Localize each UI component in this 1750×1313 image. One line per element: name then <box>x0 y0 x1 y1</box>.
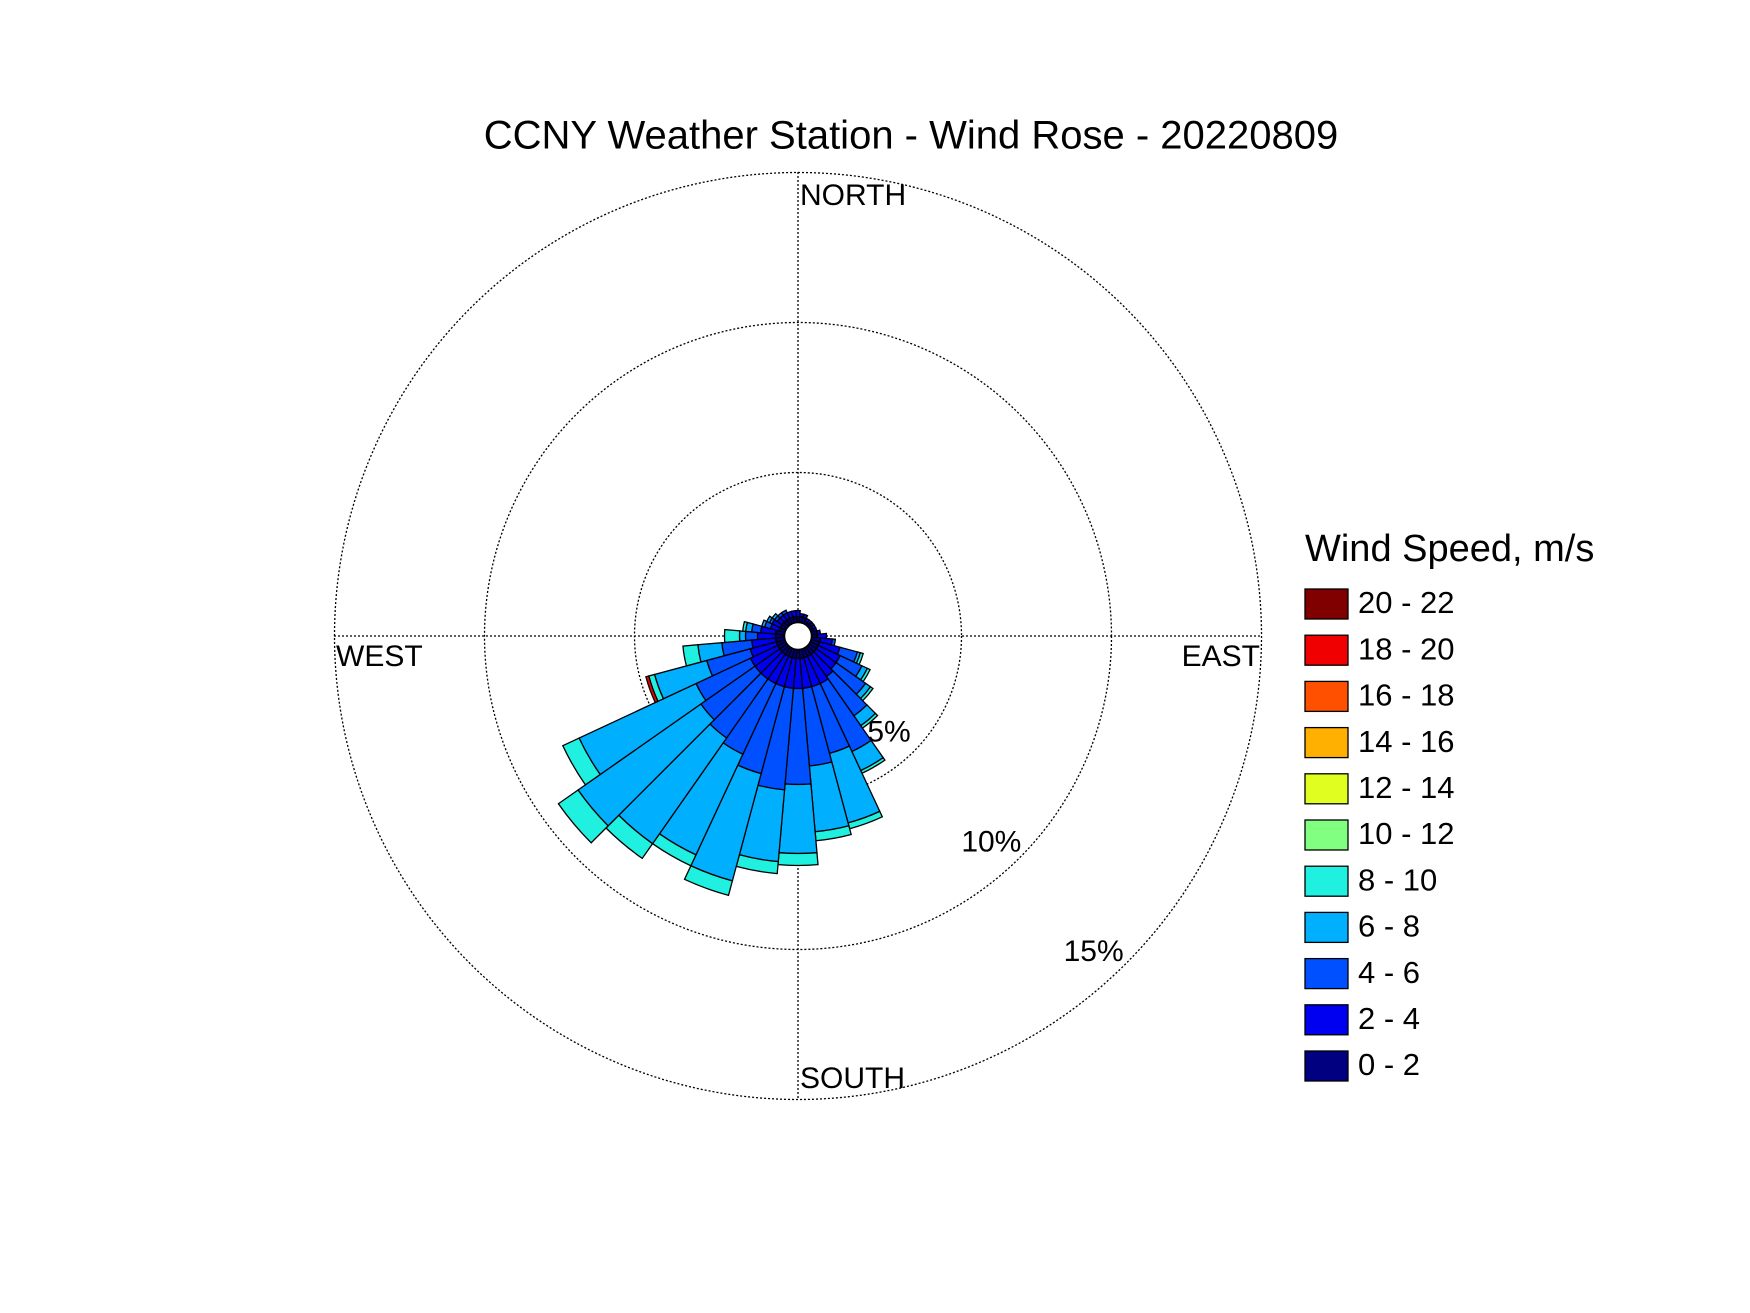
legend-swatch <box>1304 1050 1349 1082</box>
r-tick-label: 15% <box>1064 935 1124 968</box>
legend-label: 2 - 4 <box>1358 1001 1420 1036</box>
wind-segment <box>760 619 768 628</box>
legend-label: 16 - 18 <box>1358 678 1455 713</box>
legend-label: 0 - 2 <box>1358 1047 1420 1082</box>
legend-swatch <box>1304 819 1349 851</box>
legend-label: 6 - 8 <box>1358 909 1420 944</box>
wind-segment <box>742 620 749 633</box>
wind-segment <box>771 612 779 621</box>
legend-label: 10 - 12 <box>1358 816 1455 851</box>
wind-segment <box>682 644 702 667</box>
legend-swatch <box>1304 680 1349 713</box>
legend-label: 8 - 10 <box>1358 862 1437 897</box>
legend-swatch <box>1304 957 1349 990</box>
center-hole <box>783 621 813 651</box>
r-tick-label: 5% <box>867 716 910 749</box>
legend-swatch <box>1304 911 1349 944</box>
wind-segment <box>802 613 809 620</box>
wind-segment <box>683 864 734 897</box>
compass-label: WEST <box>336 640 423 673</box>
legend-label: 18 - 20 <box>1358 631 1455 666</box>
wind-segment <box>777 851 819 867</box>
wind-segment <box>645 675 659 704</box>
legend-label: 12 - 14 <box>1358 770 1455 805</box>
wind-segment <box>723 628 741 644</box>
chart-title: CCNY Weather Station - Wind Rose - 20220… <box>484 114 1339 158</box>
legend-swatch <box>1304 1004 1349 1036</box>
wind-segment <box>561 737 602 786</box>
legend-swatch <box>1304 865 1349 897</box>
legend-label: 4 - 6 <box>1358 955 1420 990</box>
wind-segment <box>738 630 747 642</box>
r-tick-label: 10% <box>961 825 1021 858</box>
legend-swatch <box>1304 773 1349 805</box>
compass-label: EAST <box>1182 640 1260 673</box>
legend-swatch <box>1304 634 1349 666</box>
grid-ring <box>483 321 1113 951</box>
wind-segment <box>790 609 798 618</box>
legend-title: Wind Speed, m/s <box>1305 528 1594 570</box>
grid-ring <box>333 171 1263 1101</box>
wind-segment <box>765 615 774 624</box>
legend-swatch <box>1304 588 1349 620</box>
legend-label: 14 - 16 <box>1358 724 1455 759</box>
wind-segment <box>780 609 789 617</box>
legend-label: 20 - 22 <box>1358 585 1455 620</box>
legend-swatch <box>1304 726 1349 759</box>
wind-segment <box>557 789 610 844</box>
compass-label: SOUTH <box>800 1062 905 1095</box>
compass-label: NORTH <box>800 179 906 212</box>
